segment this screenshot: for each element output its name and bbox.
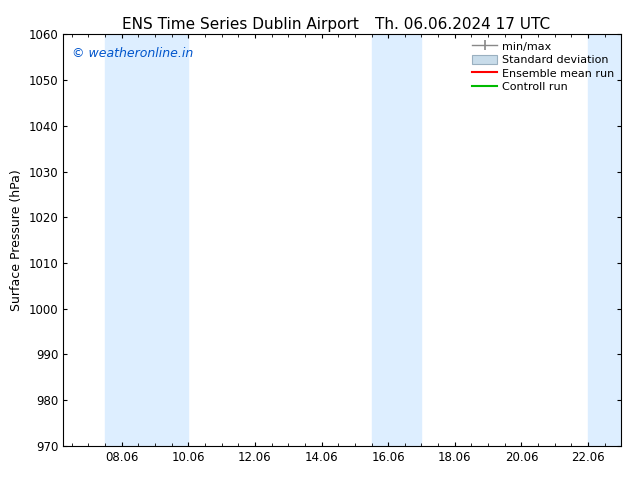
Bar <box>588 34 621 446</box>
Text: © weatheronline.in: © weatheronline.in <box>72 47 193 60</box>
Y-axis label: Surface Pressure (hPa): Surface Pressure (hPa) <box>10 169 23 311</box>
Text: Th. 06.06.2024 17 UTC: Th. 06.06.2024 17 UTC <box>375 17 550 32</box>
Legend: min/max, Standard deviation, Ensemble mean run, Controll run: min/max, Standard deviation, Ensemble me… <box>469 38 618 96</box>
Bar <box>372 34 422 446</box>
Text: ENS Time Series Dublin Airport: ENS Time Series Dublin Airport <box>122 17 359 32</box>
Bar <box>105 34 188 446</box>
